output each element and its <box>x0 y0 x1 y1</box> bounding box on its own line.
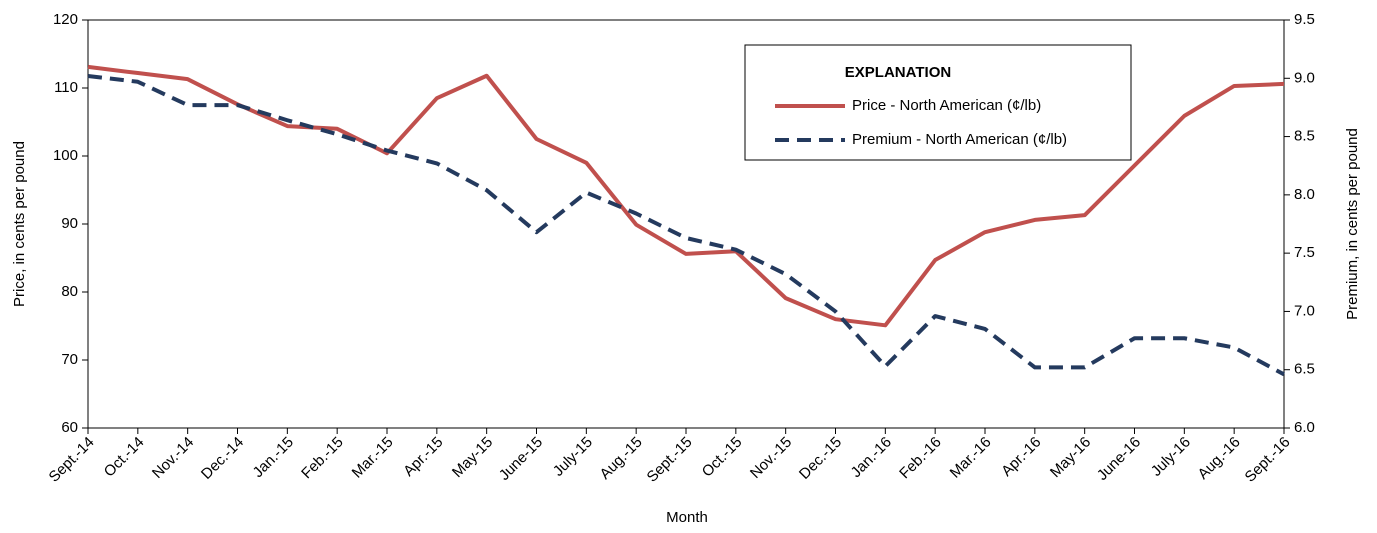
x-tick-label: Feb.-15 <box>298 434 347 483</box>
x-tick-label: June-15 <box>496 434 546 484</box>
x-tick-label: Oct.-15 <box>699 434 746 481</box>
y2-tick-label: 9.0 <box>1294 69 1315 86</box>
y2-tick-label: 8.5 <box>1294 128 1315 145</box>
y-tick-label: 60 <box>61 419 78 436</box>
x-tick-label: Nov.-14 <box>149 434 197 482</box>
x-tick-label: Aug.-16 <box>1195 434 1244 483</box>
y2-tick-label: 9.5 <box>1294 11 1315 28</box>
x-tick-label: June-16 <box>1094 434 1144 484</box>
x-tick-label: Mar.-16 <box>947 434 995 482</box>
x-tick-label: Feb.-16 <box>896 434 945 483</box>
x-tick-label: Nov.-15 <box>747 434 795 482</box>
x-tick-label: Apr.-16 <box>998 434 1044 480</box>
legend-label: Premium - North American (¢/lb) <box>852 131 1067 148</box>
x-tick-label: Dec.-15 <box>796 434 845 483</box>
series-line <box>87 64 1285 328</box>
x-tick-label: Apr.-15 <box>400 434 446 480</box>
x-tick-label: Jan.-16 <box>848 434 895 481</box>
x-tick-label: Aug.-15 <box>597 434 646 483</box>
y-tick-label: 120 <box>53 11 78 28</box>
y-tick-label: 70 <box>61 351 78 368</box>
y-tick-label: 100 <box>53 147 78 164</box>
x-tick-label: July-16 <box>1148 434 1194 480</box>
y2-tick-label: 6.0 <box>1294 419 1315 436</box>
y-axis-label: Price, in cents per pound <box>11 141 28 307</box>
x-tick-label: May-16 <box>1047 434 1094 481</box>
y-tick-label: 110 <box>54 79 78 96</box>
x-tick-label: Dec.-14 <box>198 434 247 483</box>
y2-tick-label: 6.5 <box>1294 361 1315 378</box>
y-tick-label: 80 <box>61 283 78 300</box>
y2-tick-label: 7.5 <box>1294 244 1315 261</box>
y2-tick-label: 8.0 <box>1294 186 1315 203</box>
y2-axis-label: Premium, in cents per pound <box>1344 128 1361 320</box>
legend-label: Price - North American (¢/lb) <box>852 97 1041 114</box>
legend-title: EXPLANATION <box>845 64 951 81</box>
x-tick-label: Oct.-14 <box>101 434 148 481</box>
x-tick-label: May-15 <box>449 434 496 481</box>
x-tick-label: Sept.-14 <box>46 434 98 486</box>
x-tick-label: Sept.-16 <box>1242 434 1294 486</box>
x-tick-label: Jan.-15 <box>250 434 297 481</box>
x-tick-label: Mar.-15 <box>349 434 397 482</box>
y-tick-label: 90 <box>61 215 78 232</box>
x-axis-label: Month <box>666 509 708 526</box>
y2-tick-label: 7.0 <box>1294 302 1315 319</box>
x-tick-label: Sept.-15 <box>644 434 696 486</box>
x-tick-label: July-15 <box>550 434 596 480</box>
series-line <box>87 73 1285 377</box>
